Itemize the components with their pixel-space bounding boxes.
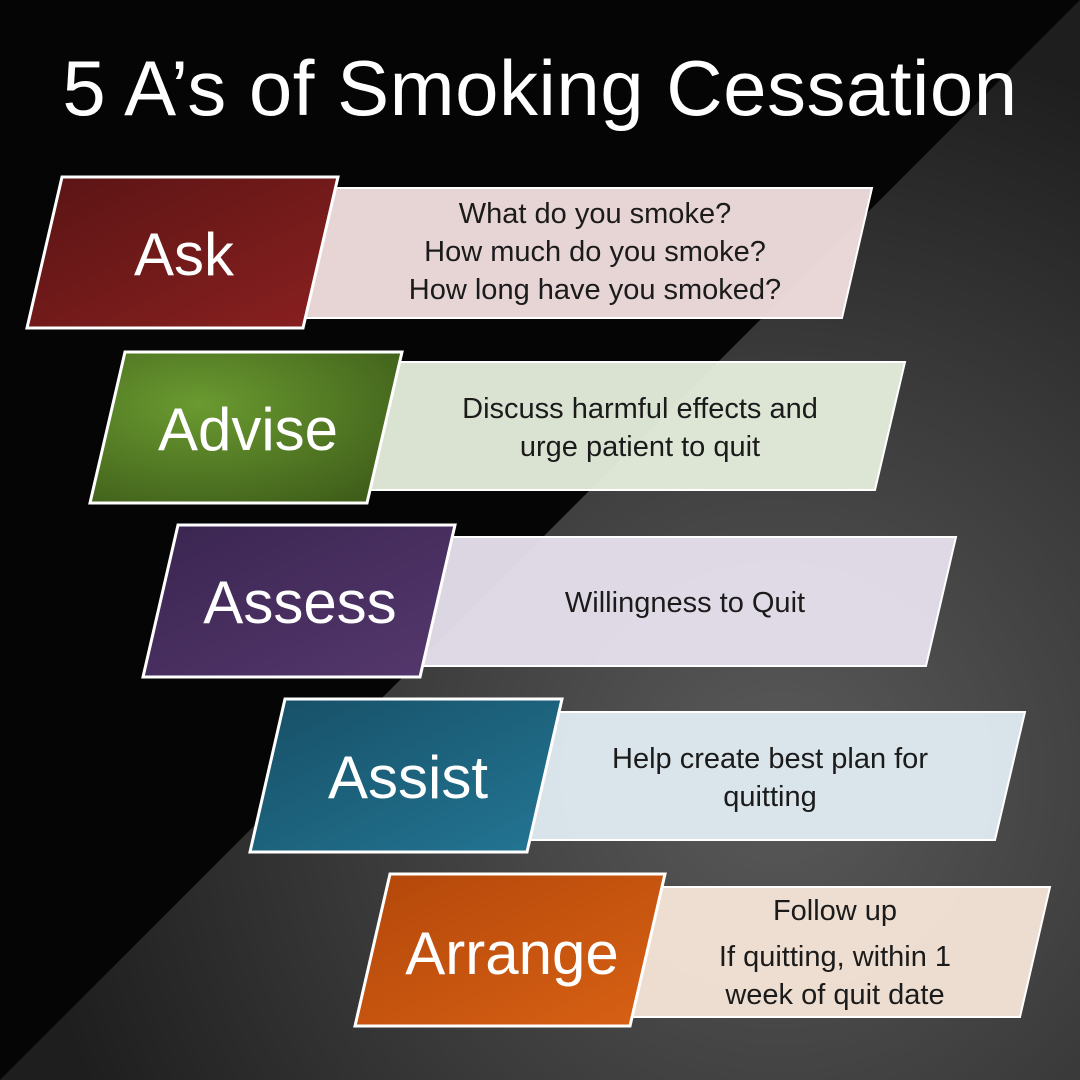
ask-label: Ask xyxy=(133,221,235,288)
assist-line-2: quitting xyxy=(723,781,817,813)
arrange-label-block xyxy=(353,872,667,1028)
assist-label: Assist xyxy=(327,744,489,811)
assist-line-1: Help create best plan for xyxy=(612,743,928,775)
page-title: 5 A’s of Smoking Cessation xyxy=(62,44,1018,132)
arrange-line-3: week of quit date xyxy=(725,979,945,1011)
advise-line-2: urge patient to quit xyxy=(519,431,761,463)
advise-line-1: Discuss harmful effects and xyxy=(462,393,818,425)
ask-line-1: What do you smoke? xyxy=(458,198,732,230)
assess-label-block xyxy=(141,523,457,679)
ask-description: What do you smoke? How much do you smoke… xyxy=(340,195,850,309)
assist-description: Help create best plan for quitting xyxy=(545,740,995,816)
arrange-description: Follow up If quitting, within 1 week of … xyxy=(660,892,1010,1014)
arrange-line-1: Follow up xyxy=(772,895,898,927)
advise-label-block xyxy=(88,350,404,505)
assist-label-block xyxy=(248,697,564,854)
advise-description: Discuss harmful effects and urge patient… xyxy=(390,390,890,466)
assess-line-1: Willingness to Quit xyxy=(564,587,806,619)
assess-description: Willingness to Quit xyxy=(440,584,930,622)
ask-line-3: How long have you smoked? xyxy=(408,274,782,306)
arrange-line-2: If quitting, within 1 xyxy=(718,941,952,973)
arrange-label: Arrange xyxy=(405,920,619,987)
ask-label-block xyxy=(25,175,340,330)
assess-label: Assess xyxy=(203,569,397,636)
advise-label: Advise xyxy=(157,396,339,463)
ask-line-2: How much do you smoke? xyxy=(424,236,766,268)
